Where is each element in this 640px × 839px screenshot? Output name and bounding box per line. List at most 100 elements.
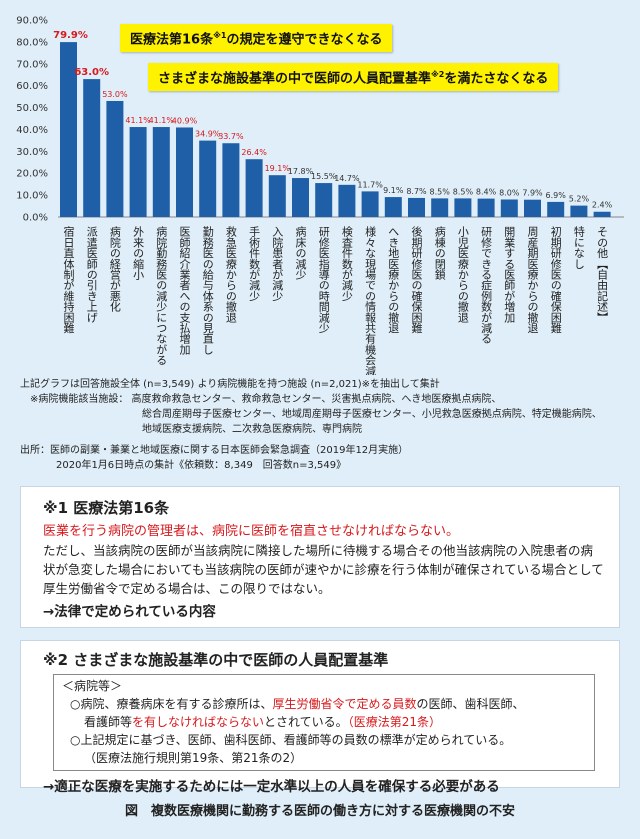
- data-label: 6.9%: [546, 191, 567, 200]
- article16-conclusion: →法律で定められている内容: [43, 604, 216, 620]
- inner-item2: ○上記規定に基づき、医師、歯科医師、看護師等の員数の標準が定められている。 （医…: [70, 733, 512, 765]
- data-label: 53.0%: [102, 90, 128, 99]
- note-line2: ※病院機能該当施設： 高度救命救急センター、救命救急センター、災害拠点病院、へき…: [30, 394, 502, 405]
- callout-article16: 医療法第16条※1の規定を遵守できなくなる: [120, 24, 393, 53]
- article16-title: ※1 医療法第16条: [43, 499, 170, 517]
- data-label: 41.1%: [125, 116, 151, 125]
- x-tick-label: 研修医指導の時間減少: [317, 226, 330, 333]
- y-tick-label: 40.0%: [16, 125, 48, 136]
- x-tick-label: 病院の経営が悪化: [108, 225, 121, 313]
- bar: [431, 198, 449, 217]
- x-tick-label: 派遣医師の引き上げ: [85, 226, 98, 323]
- y-tick-label: 10.0%: [16, 191, 48, 202]
- bar: [524, 199, 541, 217]
- note-line1: 上記グラフは回答施設全体 (n=3,549) より病院機能を持つ施設 (n=2,…: [20, 379, 440, 390]
- staffing-title: ※2 さまざまな施設基準の中で医師の人員配置基準: [43, 651, 389, 669]
- x-tick-label: 様々な現場での情報共有機会減少: [364, 225, 377, 375]
- x-tick-label: 研修できる症例数が減る: [480, 226, 493, 344]
- y-tick-label: 90.0%: [16, 16, 48, 27]
- data-label: 8.5%: [430, 187, 451, 196]
- x-tick-label: 検査件数が減少: [340, 225, 353, 301]
- bar: [129, 127, 147, 217]
- callout-staffing-standard: さまざまな施設基準の中で医師の人員配置基準※2を満たさなくなる: [148, 63, 559, 92]
- bar: [292, 178, 309, 217]
- bar: [500, 199, 518, 217]
- y-tick-label: 30.0%: [16, 147, 48, 158]
- bar: [454, 198, 472, 217]
- x-tick-label: 病院勤務医の減少につながる: [155, 225, 168, 365]
- x-tick-label: 宿日直体制が維持困難: [62, 225, 75, 333]
- x-tick-label: 小児医療からの撤退: [456, 226, 469, 323]
- y-tick-label: 0.0%: [23, 213, 48, 224]
- bar: [152, 127, 170, 217]
- data-label: 7.9%: [522, 189, 543, 198]
- x-tick-label: その他【自由記述】: [596, 226, 609, 322]
- inner-item1: ○病院、療養病床を有する診療所は、厚生労働省令で定める員数の医師、歯科医師、 看…: [70, 697, 525, 729]
- source-line2: 2020年1月6日時点の集計《依頼数：8,349 回答数n=3,549》: [56, 460, 347, 471]
- x-tick-label: 救急医療からの撤退: [224, 225, 237, 323]
- x-tick-label: 外来の縮小: [132, 226, 145, 281]
- figure-caption: 図 複数医療機関に勤務する医師の働き方に対する医療機関の不安: [124, 804, 515, 819]
- x-tick-label: 後期研修医の確保困難: [410, 225, 423, 333]
- x-tick-label: 病床の減少: [294, 225, 307, 280]
- staffing-box: ※2 さまざまな施設基準の中で医師の人員配置基準 ＜病院等＞ ○病院、療養病床を…: [20, 640, 620, 795]
- source-line1: 出所：医師の副業・兼業と地域医療に関する日本医師会緊急調査（2019年12月実施…: [20, 445, 409, 456]
- data-label: 79.9%: [53, 30, 88, 41]
- bar: [477, 198, 495, 217]
- x-tick-label: 手術件数が減少: [248, 225, 261, 301]
- y-tick-label: 70.0%: [16, 59, 48, 70]
- x-tick-label: 病棟の閉鎖: [433, 225, 446, 281]
- bar: [361, 191, 379, 217]
- data-label: 9.1%: [383, 186, 404, 195]
- article16-box: ※1 医療法第16条 医業を行う病院の管理者は、病院に医師を宿直させなければなら…: [20, 486, 620, 628]
- bar: [384, 197, 402, 217]
- data-label: 8.7%: [406, 187, 427, 196]
- x-tick-label: へき地医療からの撤退: [387, 226, 400, 333]
- data-label: 33.7%: [218, 132, 244, 141]
- bar: [199, 140, 217, 217]
- staffing-inner-box: ＜病院等＞ ○病院、療養病床を有する診療所は、厚生労働省令で定める員数の医師、歯…: [53, 674, 595, 771]
- x-tick-label: 勤務医の給与体系の見直し: [201, 226, 214, 355]
- data-label: 17.8%: [288, 167, 314, 176]
- bar: [60, 42, 77, 218]
- data-label: 14.7%: [334, 174, 360, 183]
- x-tick-label: 入院患者が減少: [271, 226, 284, 301]
- bar: [315, 183, 333, 217]
- bar: [83, 79, 101, 217]
- note-line4: 地域医療支援病院、二次救急医療病院、専門病院: [142, 424, 362, 435]
- x-tick-label: 周産期医療からの撤退: [526, 226, 539, 333]
- bar: [268, 175, 286, 217]
- bar: [338, 184, 356, 217]
- data-label: 15.5%: [311, 172, 337, 181]
- data-label: 41.1%: [149, 116, 175, 125]
- note-line3: 総合周産期母子医療センター、地域周産期母子医療センター、小児救急医療拠点病院、特…: [142, 409, 602, 420]
- bar-chart: 0.0% 10.0% 20.0% 30.0% 40.0% 50.0% 60.0% 70.0% 8…: [16, 16, 624, 375]
- article16-body: ただし、当該病院の医師が当該病院に隣接した場所に待機する場合その他当該病院の入院…: [43, 543, 604, 596]
- x-tick-label: 開業する医師が増加: [503, 226, 516, 324]
- y-tick-label: 50.0%: [16, 103, 48, 114]
- inner-heading: ＜病院等＞: [62, 679, 123, 693]
- data-label: 8.5%: [453, 187, 474, 196]
- y-tick-label: 80.0%: [16, 37, 48, 48]
- bar: [222, 143, 240, 217]
- data-label: 26.4%: [241, 148, 267, 157]
- data-label: 63.0%: [74, 67, 109, 78]
- x-tick-label: 医師紹介業者への支払増加: [178, 226, 191, 355]
- staffing-conclusion: →適正な医療を実施するためには一定水準以上の人員を確保する必要がある: [43, 779, 500, 795]
- data-label: 11.7%: [357, 180, 383, 189]
- y-tick-label: 20.0%: [16, 169, 48, 180]
- chart-notes: 上記グラフは回答施設全体 (n=3,549) より病院機能を持つ施設 (n=2,…: [20, 377, 602, 473]
- x-tick-label: 特になし: [572, 225, 585, 269]
- data-label: 2.4%: [592, 201, 613, 210]
- data-label: 40.9%: [172, 116, 198, 125]
- data-label: 19.1%: [265, 164, 291, 173]
- data-label: 8.0%: [499, 188, 520, 197]
- article16-red-text: 医業を行う病院の管理者は、病院に医師を宿直させなければならない。: [43, 524, 460, 539]
- x-tick-label: 初期研修医の確保困難: [549, 225, 562, 333]
- data-label: 8.4%: [476, 188, 497, 197]
- bar: [408, 197, 425, 217]
- data-label: 34.9%: [195, 130, 221, 139]
- bar: [593, 211, 611, 217]
- bar: [176, 127, 193, 217]
- bar: [106, 100, 124, 217]
